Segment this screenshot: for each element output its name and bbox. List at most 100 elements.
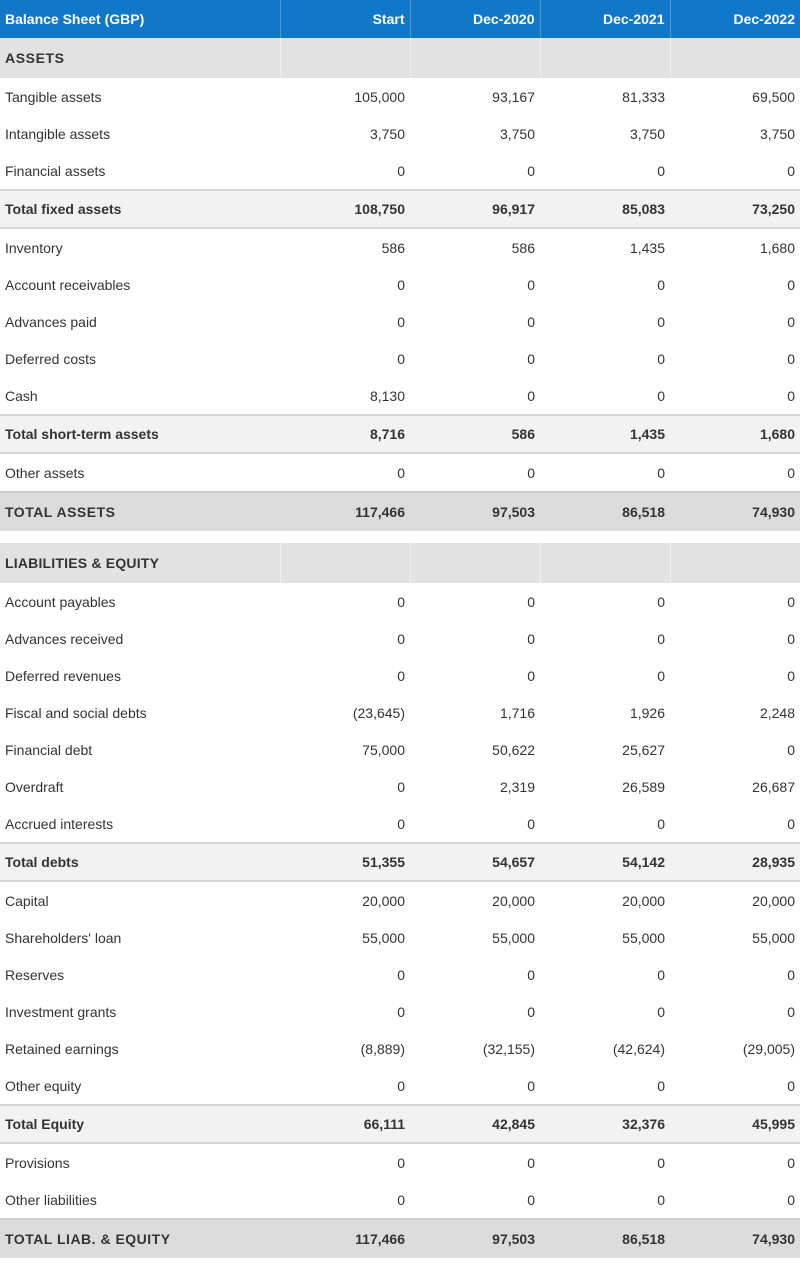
cell-value: 32,376 — [540, 1104, 670, 1144]
cell-value: 0 — [397, 667, 405, 684]
cell-value: 0 — [527, 313, 535, 330]
cell-value: 0 — [657, 350, 665, 367]
cell-value: 117,466 — [280, 1218, 410, 1258]
cell-value: 0 — [787, 350, 795, 367]
table-row: Cash 8,130 0 0 0 — [0, 377, 800, 415]
cell-value: 0 — [397, 1154, 405, 1171]
cell-value: 1,716 — [499, 704, 535, 721]
table-row: Advances paid 0 0 0 0 — [0, 303, 800, 340]
row-label: Total fixed assets — [0, 189, 280, 229]
cell-value: 8,130 — [369, 387, 405, 404]
cell-value: 0 — [787, 313, 795, 330]
section-cell — [409, 543, 540, 583]
cell-value: 81,333 — [622, 88, 665, 105]
row-label: Deferred costs — [5, 350, 97, 367]
table-row: Financial assets 0 0 0 0 — [0, 152, 800, 190]
row-label: Accrued interests — [5, 815, 114, 832]
table-row: Account payables 0 0 0 0 — [0, 583, 800, 620]
cell-value: 0 — [527, 1077, 535, 1094]
row-label: Tangible assets — [5, 88, 102, 105]
cell-value: 0 — [787, 1003, 795, 1020]
spacer-cell — [0, 531, 800, 543]
cell-value: 20,000 — [362, 892, 405, 909]
cell-value: 66,111 — [280, 1104, 410, 1144]
cell-value: 3,750 — [499, 125, 535, 142]
table-row: Other assets 0 0 0 0 — [0, 453, 800, 492]
cell-value: (29,005) — [742, 1040, 795, 1057]
cell-value: 3,750 — [759, 125, 795, 142]
table-row: Inventory 586 586 1,435 1,680 — [0, 228, 800, 266]
cell-value: 0 — [787, 1154, 795, 1171]
cell-value: 0 — [527, 464, 535, 481]
section-header-assets: ASSETS — [0, 38, 800, 78]
cell-value: 0 — [397, 1077, 405, 1094]
cell-value: 0 — [787, 464, 795, 481]
row-label: Financial debt — [5, 741, 93, 758]
table-title: Balance Sheet (GBP) — [0, 0, 281, 38]
table-row: Financial debt 75,000 50,622 25,627 0 — [0, 731, 800, 768]
section-spacer — [0, 531, 800, 543]
cell-value: 55,000 — [622, 929, 665, 946]
cell-value: 69,500 — [752, 88, 795, 105]
cell-value: 0 — [787, 593, 795, 610]
cell-value: 105,000 — [354, 88, 405, 105]
cell-value: 74,930 — [670, 1218, 800, 1258]
table-row: Investment grants 0 0 0 0 — [0, 993, 800, 1030]
row-label: TOTAL ASSETS — [0, 491, 280, 531]
cell-value: 26,589 — [622, 778, 665, 795]
cell-value: 2,319 — [499, 778, 535, 795]
cell-value: 54,142 — [540, 842, 670, 882]
cell-value: 0 — [657, 1003, 665, 1020]
table-row: Retained earnings (8,889) (32,155) (42,624)… — [0, 1030, 800, 1067]
cell-value: 96,917 — [410, 189, 540, 229]
row-label: Other equity — [5, 1077, 82, 1094]
row-label: Cash — [5, 387, 38, 404]
table-row: Provisions 0 0 0 0 — [0, 1143, 800, 1181]
cell-value: 20,000 — [492, 892, 535, 909]
cell-value: 0 — [657, 162, 665, 179]
cell-value: 0 — [657, 593, 665, 610]
cell-value: 51,355 — [280, 842, 410, 882]
cell-value: 93,167 — [492, 88, 535, 105]
cell-value: 0 — [787, 966, 795, 983]
cell-value: 20,000 — [622, 892, 665, 909]
cell-value: 0 — [527, 630, 535, 647]
cell-value: 0 — [657, 815, 665, 832]
cell-value: 2,248 — [759, 704, 795, 721]
cell-value: 586 — [381, 239, 405, 256]
cell-value: 0 — [527, 815, 535, 832]
cell-value: 1,926 — [629, 704, 665, 721]
cell-value: 0 — [657, 313, 665, 330]
cell-value: 0 — [527, 1154, 535, 1171]
cell-value: 0 — [397, 350, 405, 367]
column-header-start: Start — [280, 0, 411, 38]
table-row: Intangible assets 3,750 3,750 3,750 3,750 — [0, 115, 800, 152]
cell-value: 0 — [527, 276, 535, 293]
cell-value: 3,750 — [629, 125, 665, 142]
cell-value: 0 — [397, 593, 405, 610]
row-label: Fiscal and social debts — [5, 704, 147, 721]
row-label: Other assets — [5, 464, 85, 481]
cell-value: 0 — [657, 667, 665, 684]
row-label: Account receivables — [5, 276, 131, 293]
row-label: Advances paid — [5, 313, 97, 330]
cell-value: 20,000 — [752, 892, 795, 909]
cell-value: 0 — [397, 1191, 405, 1208]
row-label: Reserves — [5, 966, 65, 983]
cell-value: 0 — [657, 1191, 665, 1208]
table-row: Reserves 0 0 0 0 — [0, 956, 800, 993]
cell-value: 73,250 — [670, 189, 800, 229]
row-label: Total Equity — [0, 1104, 280, 1144]
table-row: Fiscal and social debts (23,645) 1,716 1,92… — [0, 694, 800, 731]
cell-value: 0 — [397, 1003, 405, 1020]
cell-value: (32,155) — [482, 1040, 535, 1057]
table-row: Overdraft 0 2,319 26,589 26,687 — [0, 768, 800, 805]
table-row: Advances received 0 0 0 0 — [0, 620, 800, 657]
cell-value: 0 — [527, 667, 535, 684]
cell-value: 0 — [397, 162, 405, 179]
table-row: Deferred costs 0 0 0 0 — [0, 340, 800, 377]
cell-value: 42,845 — [410, 1104, 540, 1144]
row-label: Other liabilities — [5, 1191, 97, 1208]
cell-value: 0 — [527, 593, 535, 610]
cell-value: 0 — [527, 162, 535, 179]
